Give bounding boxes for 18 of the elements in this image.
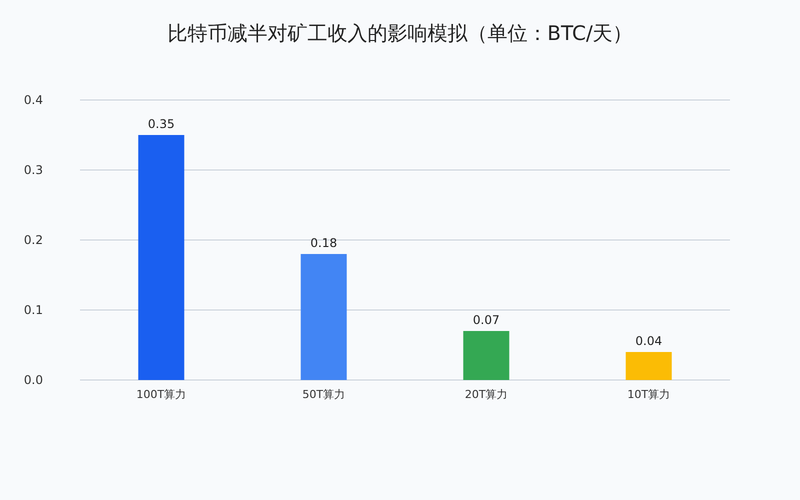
data-label: 0.04	[635, 334, 662, 348]
bar	[138, 135, 184, 380]
x-tick-label: 10T算力	[627, 388, 670, 401]
y-tick-label: 0.1	[24, 303, 43, 317]
y-tick-label: 0.2	[24, 233, 43, 247]
y-tick-label: 0.4	[24, 93, 43, 107]
data-label: 0.18	[310, 236, 338, 250]
data-label: 0.35	[148, 117, 175, 131]
y-tick-label: 0.3	[24, 163, 43, 177]
y-tick-label: 0.0	[24, 373, 43, 387]
x-tick-label: 50T算力	[302, 388, 346, 401]
bar	[626, 352, 672, 380]
bar	[463, 331, 510, 380]
x-tick-label: 20T算力	[464, 388, 508, 401]
chart-title: 比特币减半对矿工收入的影响模拟（单位：BTC/天）	[167, 21, 633, 45]
x-tick-label: 100T算力	[136, 388, 186, 401]
bar	[300, 254, 347, 380]
data-label: 0.07	[472, 313, 500, 327]
